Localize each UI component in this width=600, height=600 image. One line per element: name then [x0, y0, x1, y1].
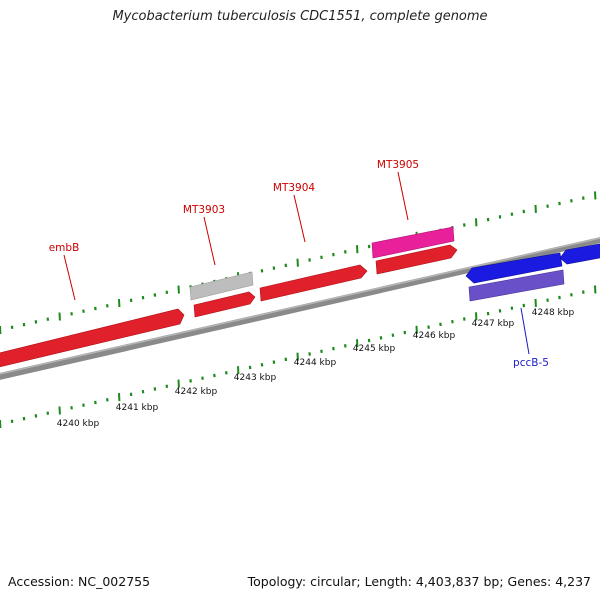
tick-label: 4246 kbp: [413, 331, 456, 341]
gene-MT3903-cds-arrow[interactable]: [193, 291, 256, 318]
tick-label: 4241 kbp: [116, 403, 159, 413]
MT3903-leader-line: [203, 216, 216, 266]
tick-label: 4243 kbp: [234, 373, 277, 383]
gene-MT3905-arrow[interactable]: [371, 226, 455, 259]
pccB-5-leader-line: [520, 307, 530, 355]
gene-next-cds-arrow[interactable]: [559, 243, 600, 265]
tick-label: 4245 kbp: [353, 344, 396, 354]
genome-summary-text: Topology: circular; Length: 4,403,837 bp…: [247, 574, 591, 589]
MT3905-leader-line: [397, 171, 409, 221]
gene-embB-arrow[interactable]: [0, 308, 185, 368]
genome-title: Mycobacterium tuberculosis CDC1551, comp…: [112, 9, 488, 24]
tick-label: 4248 kbp: [532, 308, 575, 318]
backbone-highlight: [0, 237, 600, 375]
tick-labels: 4240 kbp 4241 kbp 4242 kbp 4243 kbp 4244…: [57, 308, 575, 429]
embB-leader-line: [63, 254, 76, 301]
gene-label-pccB-5: pccB-5: [513, 357, 549, 369]
gene-label-MT3905: MT3905: [377, 159, 419, 171]
gene-pccB-5-cds-arrow[interactable]: [465, 252, 563, 284]
tick-label: 4244 kbp: [294, 358, 337, 368]
inner-tick-ring: [0, 285, 597, 429]
tick-label: 4247 kbp: [472, 319, 515, 329]
accession-text: Accession: NC_002755: [8, 574, 151, 589]
gene-label-MT3903: MT3903: [183, 204, 225, 216]
MT3904-leader-line: [293, 194, 306, 243]
gene-MT3903-arrow[interactable]: [189, 271, 254, 301]
tick-label: 4242 kbp: [175, 387, 218, 397]
tick-label: 4240 kbp: [57, 419, 100, 429]
gene-MT3905-cds-arrow[interactable]: [375, 244, 458, 275]
gene-MT3904-arrow[interactable]: [259, 264, 368, 302]
gene-label-MT3904: MT3904: [273, 182, 316, 194]
gene-pccB-5-arrow[interactable]: [468, 269, 565, 302]
gene-label-embB: embB: [49, 242, 80, 254]
